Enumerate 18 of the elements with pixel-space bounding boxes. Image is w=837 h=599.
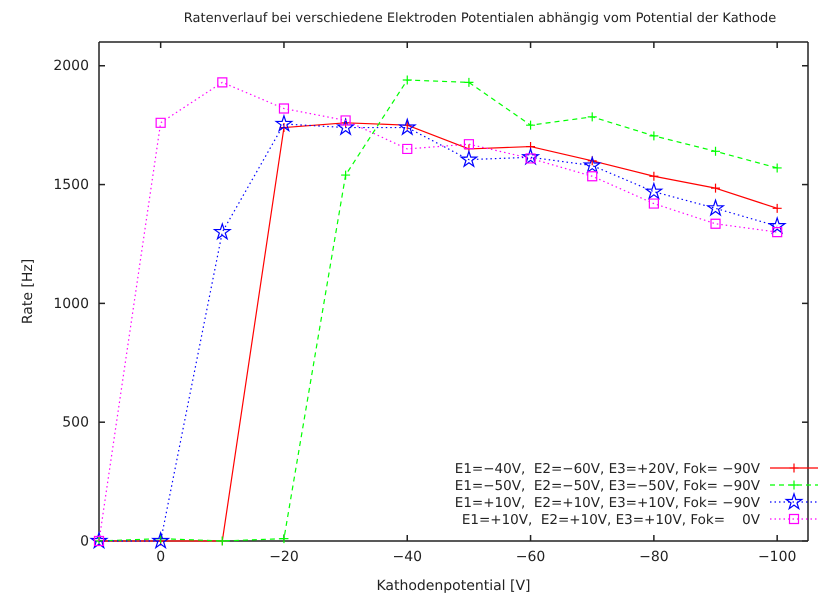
y-tick-label: 0 xyxy=(80,533,89,550)
legend-label: E1=+10V, E2=+10V, E3=+10V, Fok= 0V xyxy=(462,512,761,528)
x-tick-label: −100 xyxy=(758,548,796,565)
x-tick-label: 0 xyxy=(156,548,166,565)
x-tick-label: −80 xyxy=(639,548,669,565)
x-tick-label: −20 xyxy=(269,548,299,565)
x-tick-label: −60 xyxy=(516,548,546,565)
legend-label: E1=−50V, E2=−50V, E3=−50V, Fok= −90V xyxy=(454,478,761,494)
legend-label: E1=+10V, E2=+10V, E3=+10V, Fok= −90V xyxy=(454,495,761,511)
y-tick-label: 1000 xyxy=(53,296,89,312)
legend-label: E1=−40V, E2=−60V, E3=+20V, Fok= −90V xyxy=(454,461,761,477)
y-axis-title: Rate [Hz] xyxy=(20,258,36,324)
x-axis-title: Kathodenpotential [V] xyxy=(376,578,531,594)
x-tick-label: −40 xyxy=(392,548,422,565)
y-tick-label: 2000 xyxy=(53,58,89,74)
chart-title: Ratenverlauf bei verschiedene Elektroden Potentialen abhängig vom Potential der Kathode xyxy=(184,11,776,26)
y-tick-label: 1500 xyxy=(53,177,89,194)
y-tick-label: 500 xyxy=(62,414,89,431)
